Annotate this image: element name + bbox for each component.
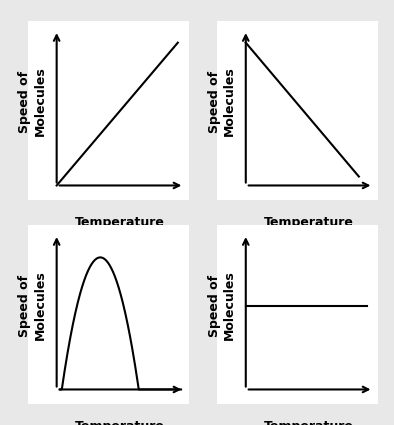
Text: Speed of
Molecules: Speed of Molecules (19, 271, 46, 340)
Text: ( 3 ): ( 3 ) (295, 241, 323, 255)
Text: Speed of
Molecules: Speed of Molecules (208, 271, 236, 340)
Text: Temperature: Temperature (75, 420, 165, 425)
Text: Temperature: Temperature (75, 216, 165, 230)
Text: Speed of
Molecules: Speed of Molecules (208, 67, 236, 136)
Text: Speed of
Molecules: Speed of Molecules (19, 67, 46, 136)
Text: Temperature: Temperature (264, 420, 354, 425)
Text: Temperature: Temperature (264, 216, 354, 230)
Text: ( 1 ): ( 1 ) (106, 241, 134, 255)
